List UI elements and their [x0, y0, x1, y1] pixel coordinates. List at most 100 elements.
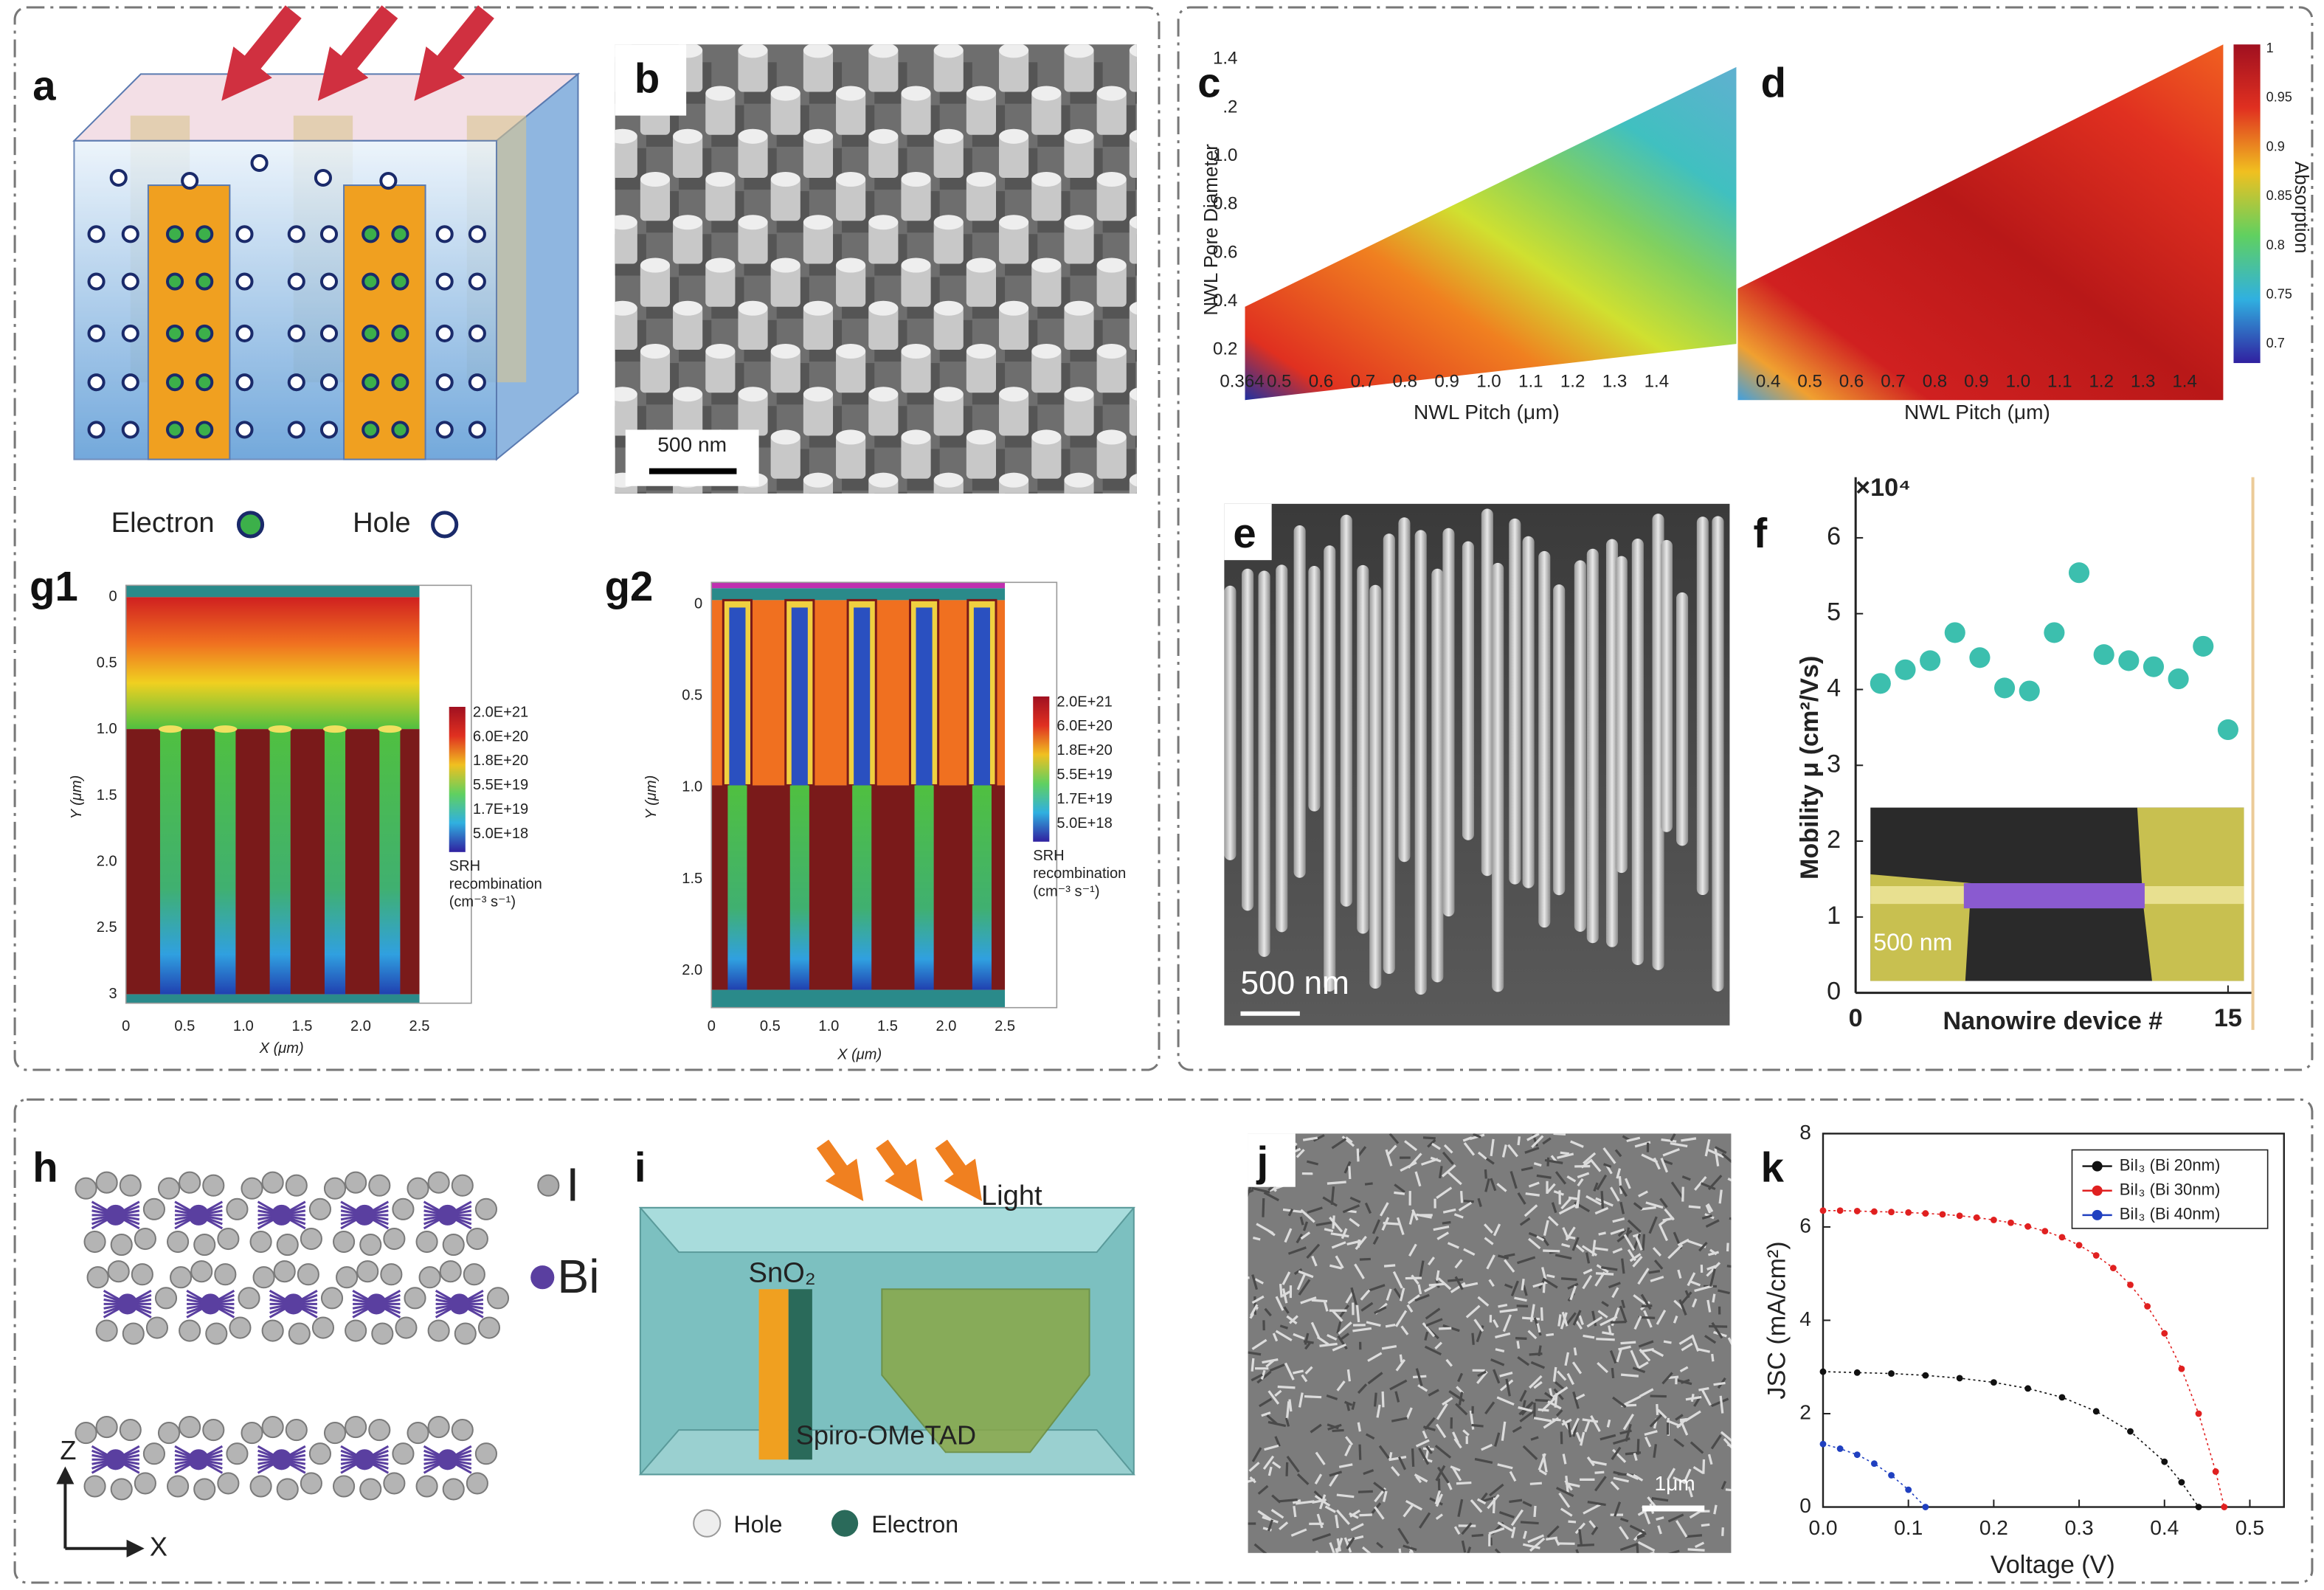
i-atom [345, 1416, 367, 1439]
flake [1597, 1310, 1608, 1318]
flake [1476, 1370, 1488, 1384]
x-tick-label: 0.3 [2065, 1516, 2094, 1539]
colorbar [1033, 696, 1050, 842]
flake [1310, 1321, 1321, 1338]
flake [1578, 1315, 1584, 1325]
flake [1507, 1144, 1518, 1158]
pillar [966, 434, 996, 479]
flake [1397, 1456, 1407, 1470]
i-atom [249, 1475, 272, 1498]
flake [1541, 1236, 1549, 1246]
flake [1653, 1259, 1664, 1270]
flake [1366, 1321, 1381, 1327]
pillar [615, 219, 637, 264]
pillar [640, 176, 671, 221]
x-tick-label: 1.4 [1645, 372, 1670, 392]
flake [1427, 1138, 1436, 1148]
flake [1721, 1152, 1732, 1164]
pillar-top [836, 171, 866, 187]
flake [1546, 1525, 1560, 1538]
flake [1256, 1223, 1274, 1234]
flake [1663, 1340, 1672, 1344]
panel-cd: c d NWL Pore Diameter NWL Pitch (μm) NWL… [1197, 44, 2313, 424]
flake [1250, 1304, 1259, 1317]
flake [1640, 1293, 1652, 1310]
light-arrow [816, 1139, 864, 1201]
pillar-shadow [1168, 449, 1200, 491]
flake [1651, 1497, 1669, 1502]
flake [1428, 1389, 1439, 1397]
flake [1392, 1271, 1403, 1289]
flake [1492, 1497, 1496, 1514]
pillar-top [1031, 343, 1062, 359]
i-atom [179, 1171, 201, 1194]
pillar-top [770, 429, 800, 445]
flake [1552, 1366, 1557, 1382]
panel-label: d [1761, 59, 1786, 106]
point [2109, 1265, 2117, 1272]
flake [1676, 1418, 1687, 1429]
electron-path [788, 1289, 812, 1460]
flake [1418, 1512, 1431, 1529]
x-tick-label: 0.4 [1756, 372, 1781, 392]
flake [1416, 1213, 1432, 1219]
flake [1386, 1288, 1392, 1302]
flake [1635, 1236, 1643, 1251]
flake [1496, 1396, 1515, 1406]
flake [1253, 1236, 1261, 1241]
pillar-top [770, 257, 800, 273]
flake [1584, 1420, 1591, 1433]
frame [13, 6, 1161, 1071]
flake [1582, 1274, 1593, 1290]
hole [87, 225, 106, 243]
x-tick-label: 0 [1849, 1004, 1863, 1032]
flake [1450, 1465, 1461, 1472]
legend-marker [831, 1510, 859, 1537]
pillar [933, 305, 964, 350]
flake [1681, 1137, 1697, 1142]
colorbar-tick-label: 1 [2266, 41, 2274, 55]
flake [1544, 1158, 1563, 1164]
point [2092, 1408, 2100, 1415]
flake [1434, 1445, 1452, 1459]
flake [1407, 1294, 1420, 1304]
bi-atom [105, 1204, 126, 1226]
pillar [868, 391, 899, 436]
flake [1719, 1395, 1724, 1414]
y-tick-label: 1.0 [97, 721, 117, 737]
pillar-top [705, 257, 736, 273]
flake [1572, 1310, 1582, 1326]
i-atom [311, 1316, 335, 1339]
pillar-shadow [874, 491, 907, 494]
point [2195, 1410, 2202, 1417]
y-tick-label: 0 [1827, 978, 1841, 1006]
flake [1691, 1336, 1700, 1352]
i-atom [119, 1419, 142, 1442]
flake [1349, 1196, 1361, 1203]
i-atom [463, 1263, 485, 1286]
flake [1315, 1550, 1319, 1553]
i-atom [300, 1472, 322, 1495]
point [2044, 622, 2065, 643]
flake [1411, 1448, 1415, 1467]
i-atom [157, 1422, 181, 1445]
flake [1388, 1133, 1400, 1144]
flake [1287, 1209, 1294, 1217]
flake [1714, 1148, 1720, 1166]
point [1939, 1211, 1946, 1218]
y-axis-label: Y (μm) [69, 775, 85, 820]
flake [1600, 1434, 1616, 1441]
pillar [966, 176, 996, 221]
point [1920, 650, 1941, 671]
i-atom [451, 1419, 474, 1442]
colorbar-tick-label: 6.0E+20 [473, 728, 528, 744]
flake [1594, 1247, 1608, 1251]
flake [1516, 1304, 1529, 1308]
i-atom [333, 1475, 356, 1498]
flake [1388, 1456, 1407, 1462]
pillar-top [705, 343, 736, 359]
x-tick-label: 0.7 [1881, 372, 1906, 392]
flake [1268, 1466, 1273, 1476]
x-tick-label: 1.1 [1518, 372, 1543, 392]
colorbar-tick-label: 1.8E+20 [473, 753, 528, 769]
